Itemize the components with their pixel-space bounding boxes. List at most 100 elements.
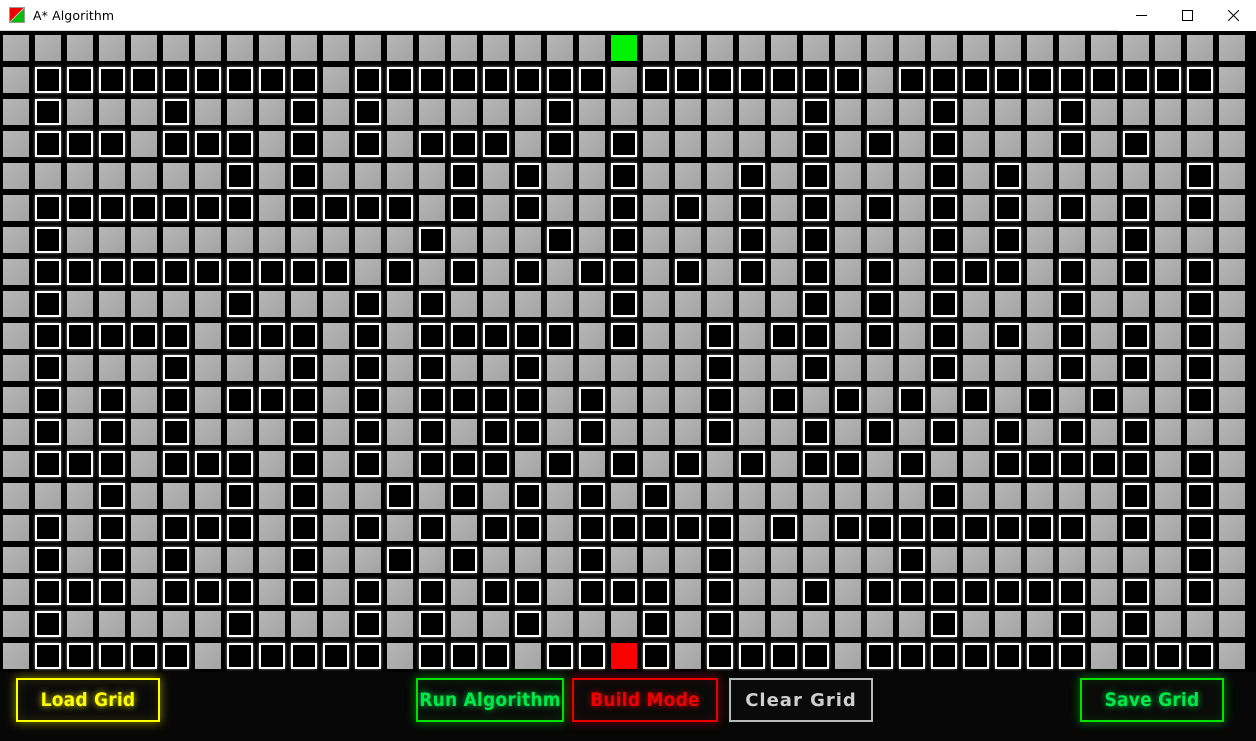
wall-cell[interactable] <box>384 192 416 224</box>
walkable-cell[interactable] <box>1216 320 1248 352</box>
walkable-cell[interactable] <box>384 96 416 128</box>
wall-cell[interactable] <box>704 544 736 576</box>
wall-cell[interactable] <box>800 352 832 384</box>
walkable-cell[interactable] <box>96 288 128 320</box>
wall-cell[interactable] <box>1120 416 1152 448</box>
walkable-cell[interactable] <box>768 288 800 320</box>
wall-cell[interactable] <box>992 160 1024 192</box>
walkable-cell[interactable] <box>1024 32 1056 64</box>
walkable-cell[interactable] <box>320 32 352 64</box>
wall-cell[interactable] <box>864 128 896 160</box>
wall-cell[interactable] <box>928 224 960 256</box>
walkable-cell[interactable] <box>736 416 768 448</box>
walkable-cell[interactable] <box>0 512 32 544</box>
wall-cell[interactable] <box>864 288 896 320</box>
walkable-cell[interactable] <box>384 160 416 192</box>
walkable-cell[interactable] <box>128 352 160 384</box>
walkable-cell[interactable] <box>1152 544 1184 576</box>
walkable-cell[interactable] <box>1088 544 1120 576</box>
walkable-cell[interactable] <box>704 192 736 224</box>
wall-cell[interactable] <box>640 608 672 640</box>
wall-cell[interactable] <box>64 128 96 160</box>
wall-cell[interactable] <box>256 320 288 352</box>
walkable-cell[interactable] <box>800 512 832 544</box>
wall-cell[interactable] <box>288 96 320 128</box>
walkable-cell[interactable] <box>64 352 96 384</box>
wall-cell[interactable] <box>992 320 1024 352</box>
walkable-cell[interactable] <box>384 32 416 64</box>
walkable-cell[interactable] <box>1120 160 1152 192</box>
walkable-cell[interactable] <box>960 320 992 352</box>
walkable-cell[interactable] <box>192 160 224 192</box>
walkable-cell[interactable] <box>960 96 992 128</box>
walkable-cell[interactable] <box>928 384 960 416</box>
walkable-cell[interactable] <box>352 480 384 512</box>
walkable-cell[interactable] <box>320 128 352 160</box>
walkable-cell[interactable] <box>768 480 800 512</box>
wall-cell[interactable] <box>448 192 480 224</box>
walkable-cell[interactable] <box>576 448 608 480</box>
wall-cell[interactable] <box>960 64 992 96</box>
maximize-button[interactable] <box>1164 0 1210 31</box>
walkable-cell[interactable] <box>576 224 608 256</box>
wall-cell[interactable] <box>256 64 288 96</box>
wall-cell[interactable] <box>608 288 640 320</box>
wall-cell[interactable] <box>960 384 992 416</box>
wall-cell[interactable] <box>160 384 192 416</box>
walkable-cell[interactable] <box>384 512 416 544</box>
minimize-button[interactable] <box>1118 0 1164 31</box>
walkable-cell[interactable] <box>160 288 192 320</box>
wall-cell[interactable] <box>352 608 384 640</box>
walkable-cell[interactable] <box>1024 480 1056 512</box>
wall-cell[interactable] <box>512 192 544 224</box>
wall-cell[interactable] <box>672 256 704 288</box>
walkable-cell[interactable] <box>320 64 352 96</box>
walkable-cell[interactable] <box>416 544 448 576</box>
wall-cell[interactable] <box>416 64 448 96</box>
wall-cell[interactable] <box>800 128 832 160</box>
wall-cell[interactable] <box>352 512 384 544</box>
walkable-cell[interactable] <box>1152 512 1184 544</box>
walkable-cell[interactable] <box>1216 32 1248 64</box>
wall-cell[interactable] <box>576 64 608 96</box>
wall-cell[interactable] <box>352 576 384 608</box>
wall-cell[interactable] <box>864 640 896 672</box>
walkable-cell[interactable] <box>1088 320 1120 352</box>
wall-cell[interactable] <box>480 640 512 672</box>
walkable-cell[interactable] <box>1024 288 1056 320</box>
walkable-cell[interactable] <box>160 160 192 192</box>
walkable-cell[interactable] <box>0 480 32 512</box>
walkable-cell[interactable] <box>0 128 32 160</box>
walkable-cell[interactable] <box>608 608 640 640</box>
wall-cell[interactable] <box>32 288 64 320</box>
wall-cell[interactable] <box>768 640 800 672</box>
walkable-cell[interactable] <box>672 416 704 448</box>
walkable-cell[interactable] <box>1088 576 1120 608</box>
walkable-cell[interactable] <box>192 416 224 448</box>
wall-cell[interactable] <box>928 480 960 512</box>
walkable-cell[interactable] <box>480 352 512 384</box>
wall-cell[interactable] <box>896 64 928 96</box>
wall-cell[interactable] <box>160 64 192 96</box>
wall-cell[interactable] <box>416 352 448 384</box>
walkable-cell[interactable] <box>192 224 224 256</box>
wall-cell[interactable] <box>928 416 960 448</box>
walkable-cell[interactable] <box>1056 224 1088 256</box>
wall-cell[interactable] <box>96 320 128 352</box>
walkable-cell[interactable] <box>384 608 416 640</box>
walkable-cell[interactable] <box>96 96 128 128</box>
walkable-cell[interactable] <box>1152 96 1184 128</box>
walkable-cell[interactable] <box>320 224 352 256</box>
walkable-cell[interactable] <box>1024 544 1056 576</box>
wall-cell[interactable] <box>96 480 128 512</box>
wall-cell[interactable] <box>512 608 544 640</box>
wall-cell[interactable] <box>320 192 352 224</box>
wall-cell[interactable] <box>736 224 768 256</box>
walkable-cell[interactable] <box>1056 544 1088 576</box>
walkable-cell[interactable] <box>864 32 896 64</box>
wall-cell[interactable] <box>96 640 128 672</box>
walkable-cell[interactable] <box>544 512 576 544</box>
walkable-cell[interactable] <box>1152 384 1184 416</box>
walkable-cell[interactable] <box>192 352 224 384</box>
wall-cell[interactable] <box>800 416 832 448</box>
